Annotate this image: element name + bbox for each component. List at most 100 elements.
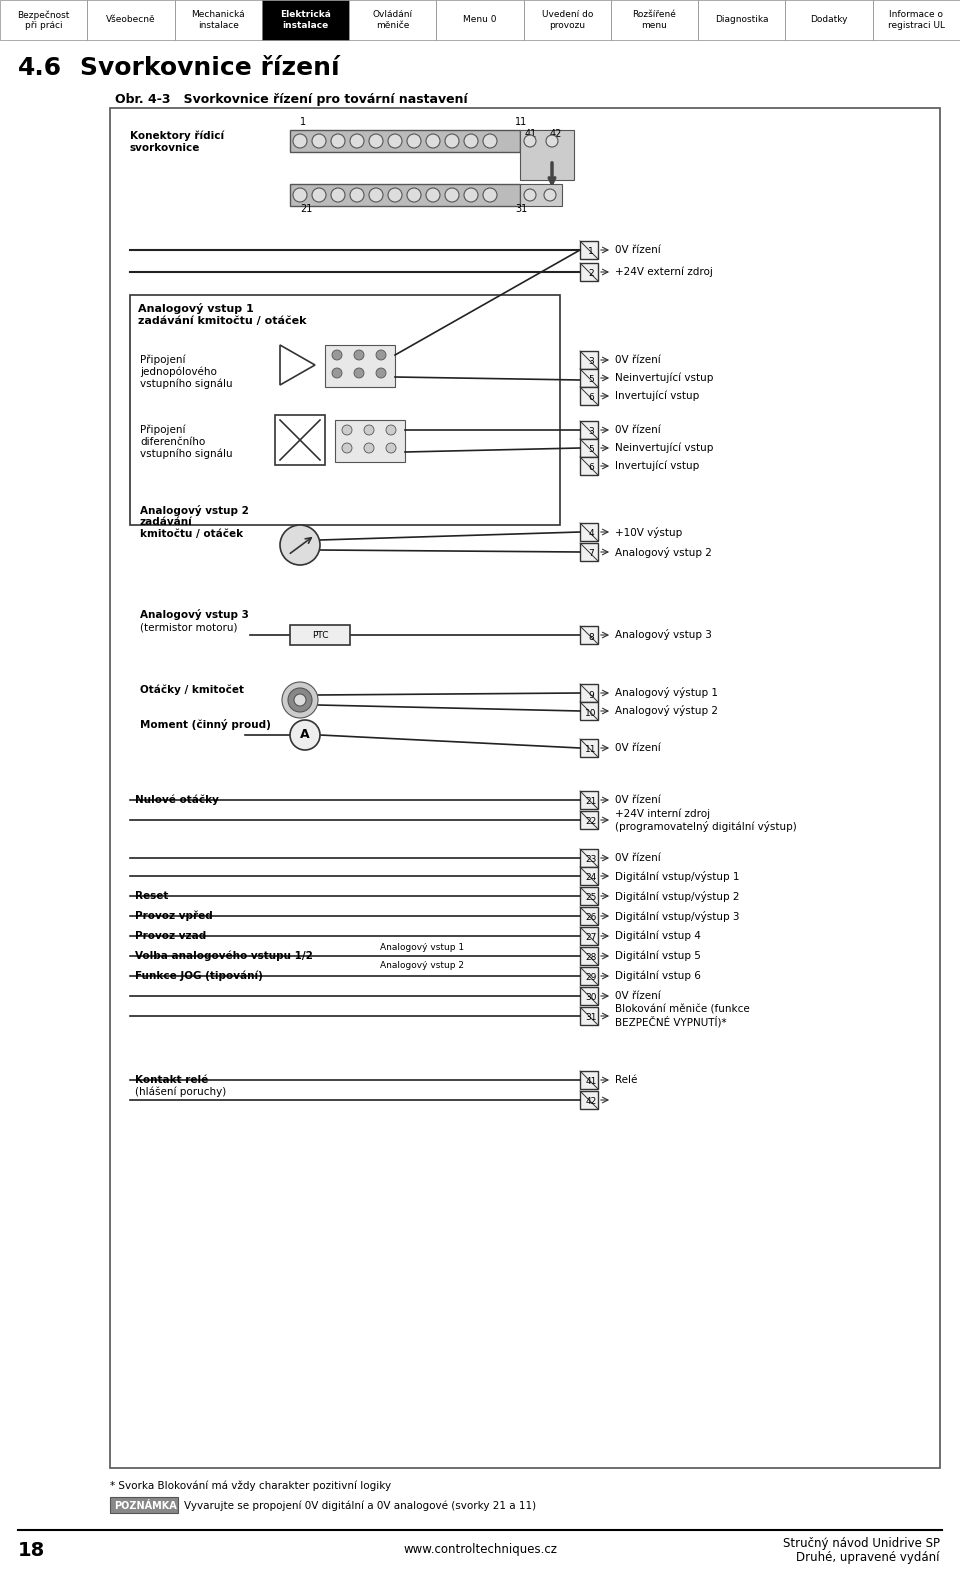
Circle shape bbox=[445, 134, 459, 148]
Text: 0V řízení: 0V řízení bbox=[615, 743, 660, 752]
Circle shape bbox=[407, 134, 421, 148]
Text: Nulové otáčky: Nulové otáčky bbox=[135, 795, 219, 806]
Text: Moment (činný proud): Moment (činný proud) bbox=[140, 719, 271, 730]
Bar bbox=[580, 1007, 598, 1025]
Text: Otáčky / kmitočet: Otáčky / kmitočet bbox=[140, 685, 244, 696]
Text: 0V řízení: 0V řízení bbox=[615, 992, 660, 1001]
Text: Blokování měniče (funkce
BEZPEČNÉ VYPNUTÍ)*: Blokování měniče (funkce BEZPEČNÉ VYPNUT… bbox=[615, 1004, 750, 1028]
Text: 24: 24 bbox=[586, 874, 596, 883]
Circle shape bbox=[312, 134, 326, 148]
Circle shape bbox=[376, 368, 386, 378]
Circle shape bbox=[342, 425, 352, 434]
Text: 18: 18 bbox=[18, 1541, 45, 1560]
Text: 21: 21 bbox=[300, 205, 312, 214]
Bar bbox=[520, 131, 540, 153]
Bar bbox=[349, 0, 437, 39]
Bar bbox=[262, 0, 349, 39]
Text: Bezpečnost
při práci: Bezpečnost při práci bbox=[17, 9, 70, 30]
Bar bbox=[87, 0, 175, 39]
Circle shape bbox=[354, 368, 364, 378]
Circle shape bbox=[426, 187, 440, 201]
Bar bbox=[580, 740, 598, 757]
Text: 10: 10 bbox=[586, 708, 597, 718]
Bar bbox=[580, 241, 598, 260]
Bar bbox=[580, 368, 598, 387]
Bar bbox=[580, 456, 598, 475]
Circle shape bbox=[293, 134, 307, 148]
Bar bbox=[580, 792, 598, 809]
Text: Digitální vstup/výstup 3: Digitální vstup/výstup 3 bbox=[615, 910, 739, 921]
Circle shape bbox=[312, 187, 326, 201]
Text: +10V výstup: +10V výstup bbox=[615, 526, 683, 537]
Text: 42: 42 bbox=[586, 1097, 596, 1107]
Bar bbox=[611, 0, 698, 39]
Text: Digitální vstup/výstup 2: Digitální vstup/výstup 2 bbox=[615, 891, 739, 902]
Text: Analogový výstup 1: Analogový výstup 1 bbox=[615, 688, 718, 699]
Circle shape bbox=[293, 187, 307, 201]
Circle shape bbox=[524, 135, 536, 146]
Bar bbox=[437, 0, 523, 39]
Bar bbox=[0, 0, 87, 39]
Text: Digitální vstup 4: Digitální vstup 4 bbox=[615, 930, 701, 941]
Text: Analogový vstup 2: Analogový vstup 2 bbox=[140, 505, 249, 516]
Text: Neinvertující vstup: Neinvertující vstup bbox=[615, 442, 713, 453]
Text: www.controltechniques.cz: www.controltechniques.cz bbox=[403, 1544, 557, 1557]
Circle shape bbox=[483, 134, 497, 148]
Circle shape bbox=[331, 187, 345, 201]
Circle shape bbox=[364, 425, 374, 434]
Text: 1: 1 bbox=[588, 247, 594, 257]
Circle shape bbox=[354, 349, 364, 360]
Text: Analogový vstup 2: Analogový vstup 2 bbox=[380, 960, 464, 970]
Circle shape bbox=[280, 526, 320, 565]
Text: 2: 2 bbox=[588, 269, 594, 279]
Circle shape bbox=[282, 682, 318, 718]
Bar bbox=[580, 848, 598, 867]
Text: Stručný návod Unidrive SP: Stručný návod Unidrive SP bbox=[783, 1538, 940, 1550]
Text: Mechanická
instalace: Mechanická instalace bbox=[191, 11, 245, 30]
Text: 28: 28 bbox=[586, 954, 597, 962]
Circle shape bbox=[426, 134, 440, 148]
Text: Dodatky: Dodatky bbox=[810, 16, 848, 25]
Text: Digitální vstup 6: Digitální vstup 6 bbox=[615, 971, 701, 981]
Bar bbox=[580, 439, 598, 456]
Bar bbox=[580, 867, 598, 885]
Text: Relé: Relé bbox=[615, 1075, 637, 1084]
Text: Uvedení do
provozu: Uvedení do provozu bbox=[541, 11, 593, 30]
Bar bbox=[520, 184, 562, 206]
Text: 0V řízení: 0V řízení bbox=[615, 853, 660, 863]
Text: Invertující vstup: Invertující vstup bbox=[615, 461, 699, 471]
Bar bbox=[580, 948, 598, 965]
Text: vstupního signálu: vstupního signálu bbox=[140, 379, 232, 389]
Text: 4: 4 bbox=[588, 529, 594, 538]
Text: 3: 3 bbox=[588, 357, 594, 367]
Text: (termistor motoru): (termistor motoru) bbox=[140, 622, 237, 633]
Text: Informace o
registraci UL: Informace o registraci UL bbox=[888, 11, 945, 30]
Text: Invertující vstup: Invertující vstup bbox=[615, 390, 699, 401]
Bar bbox=[130, 294, 560, 526]
Circle shape bbox=[350, 187, 364, 201]
Text: Analogový vstup 3: Analogový vstup 3 bbox=[615, 630, 712, 641]
Text: Obr. 4-3   Svorkovnice řízení pro tovární nastavení: Obr. 4-3 Svorkovnice řízení pro tovární … bbox=[115, 93, 468, 107]
Text: 8: 8 bbox=[588, 633, 594, 642]
Bar bbox=[580, 702, 598, 719]
Bar bbox=[520, 131, 574, 179]
Circle shape bbox=[332, 349, 342, 360]
Circle shape bbox=[483, 187, 497, 201]
Text: 6: 6 bbox=[588, 463, 594, 472]
Bar bbox=[110, 1497, 178, 1513]
Text: Svorkovnice řízení: Svorkovnice řízení bbox=[80, 57, 340, 80]
Bar bbox=[290, 184, 520, 206]
Bar bbox=[580, 685, 598, 702]
Bar bbox=[542, 131, 562, 153]
Text: 23: 23 bbox=[586, 856, 597, 864]
Text: POZNÁMKA: POZNÁMKA bbox=[114, 1502, 177, 1511]
Text: Diagnostika: Diagnostika bbox=[715, 16, 769, 25]
Bar bbox=[580, 351, 598, 368]
Circle shape bbox=[342, 442, 352, 453]
Bar bbox=[580, 888, 598, 905]
Circle shape bbox=[524, 189, 536, 201]
Text: 0V řízení: 0V řízení bbox=[615, 795, 660, 804]
Circle shape bbox=[464, 187, 478, 201]
Text: Kontakt relé: Kontakt relé bbox=[135, 1075, 208, 1084]
Bar bbox=[290, 131, 520, 153]
